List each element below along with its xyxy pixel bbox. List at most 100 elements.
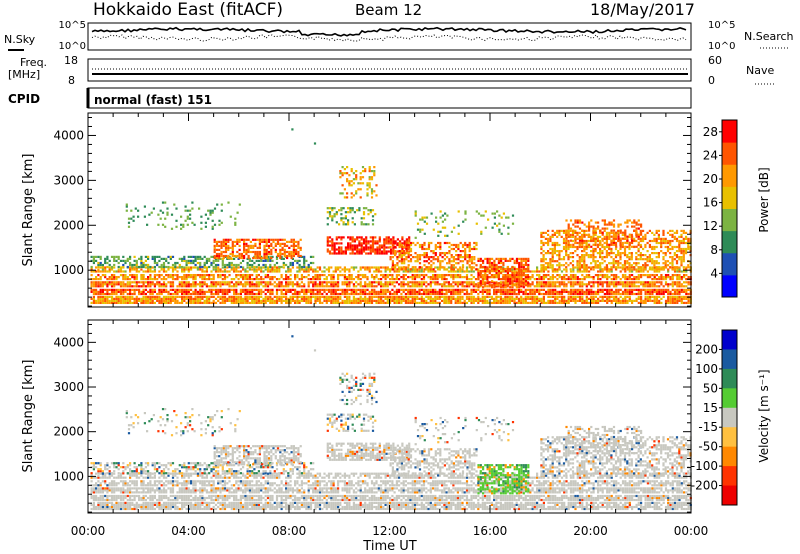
- power-cell: [215, 244, 219, 247]
- power-cell: [576, 299, 579, 302]
- power-cell: [455, 245, 458, 249]
- power-cell: [531, 290, 534, 293]
- power-cell: [126, 288, 129, 291]
- power-cell: [621, 274, 625, 277]
- power-cell: [224, 248, 228, 251]
- power-cell: [432, 256, 435, 259]
- power-cell: [626, 288, 629, 291]
- power-cell: [436, 292, 439, 296]
- power-cell: [140, 265, 143, 269]
- power-cell: [138, 292, 141, 296]
- power-cell: [583, 264, 586, 267]
- power-cell: [316, 295, 319, 298]
- power-cell: [565, 290, 568, 293]
- power-cell: [411, 297, 414, 300]
- power-cell: [223, 263, 227, 267]
- power-cell: [553, 268, 556, 271]
- power-cell: [576, 245, 579, 249]
- power-cell: [260, 292, 263, 296]
- power-cell: [190, 301, 193, 304]
- power-cell: [167, 295, 170, 298]
- power-cell: [673, 299, 677, 302]
- power-cell: [282, 285, 285, 288]
- power-cell: [242, 285, 245, 288]
- power-cell: [420, 288, 423, 291]
- power-cell: [416, 292, 419, 296]
- power-cell: [323, 266, 326, 269]
- power-cell: [468, 256, 471, 259]
- power-cell: [129, 266, 132, 269]
- power-cell: [567, 295, 570, 298]
- power-cell: [328, 207, 332, 210]
- power-cell: [556, 295, 559, 298]
- power-cell: [385, 242, 388, 245]
- power-cell: [413, 274, 417, 277]
- power-cell: [122, 297, 125, 300]
- power-cell: [212, 301, 215, 304]
- power-cell: [563, 290, 566, 293]
- power-cell: [298, 265, 301, 269]
- power-cell: [463, 276, 466, 279]
- power-cell: [294, 295, 297, 298]
- power-cell: [542, 288, 545, 291]
- power-cell: [578, 295, 582, 298]
- power-cell: [502, 288, 505, 291]
- power-cell: [392, 242, 395, 245]
- power-cell: [549, 258, 552, 261]
- power-cell: [676, 288, 679, 291]
- power-cell: [214, 281, 218, 284]
- power-cell: [219, 285, 222, 288]
- power-cell: [361, 299, 365, 302]
- power-cell: [631, 274, 634, 277]
- power-cell: [578, 292, 582, 296]
- power-cell: [470, 262, 474, 265]
- power-cell: [615, 288, 618, 291]
- power-cell: [335, 252, 338, 255]
- power-cell: [326, 236, 329, 239]
- power-cell: [391, 295, 394, 298]
- power-cell: [181, 290, 184, 293]
- power-cell: [554, 281, 557, 284]
- power-cell: [219, 274, 222, 277]
- power-cell: [448, 260, 451, 263]
- power-cell: [359, 172, 362, 175]
- power-cell: [251, 265, 254, 269]
- power-cell: [257, 263, 260, 267]
- power-cell: [275, 295, 279, 298]
- power-cell: [685, 292, 688, 296]
- power-cell: [603, 274, 606, 277]
- power-cell: [635, 276, 638, 279]
- power-cell: [355, 266, 358, 269]
- power-cell: [452, 256, 455, 259]
- power-cell: [667, 285, 670, 288]
- power-cell: [178, 295, 181, 298]
- power-cell: [224, 246, 228, 249]
- power-cell: [332, 283, 335, 286]
- power-cell: [482, 276, 485, 279]
- power-cell: [463, 281, 466, 284]
- power-cell: [235, 295, 238, 298]
- power-cell: [266, 281, 270, 284]
- power-cell: [194, 278, 197, 281]
- power-cell: [149, 285, 152, 288]
- power-cell: [493, 267, 496, 271]
- power-cell: [332, 270, 335, 273]
- power-cell: [335, 213, 338, 216]
- power-cell: [482, 280, 485, 283]
- power-cell: [350, 290, 353, 293]
- power-cell: [660, 276, 663, 279]
- power-cell: [371, 215, 375, 218]
- power-cell: [631, 281, 634, 284]
- power-cell: [242, 266, 245, 269]
- power-cell: [92, 292, 95, 296]
- power-cell: [181, 278, 184, 281]
- power-cell: [387, 238, 390, 241]
- power-cell: [484, 297, 487, 300]
- power-cell: [339, 172, 342, 175]
- power-cell: [447, 297, 450, 300]
- power-cell: [330, 266, 333, 269]
- power-cell: [260, 301, 263, 304]
- power-cell: [560, 290, 564, 293]
- power-cell: [551, 278, 554, 281]
- power-cell: [488, 263, 491, 267]
